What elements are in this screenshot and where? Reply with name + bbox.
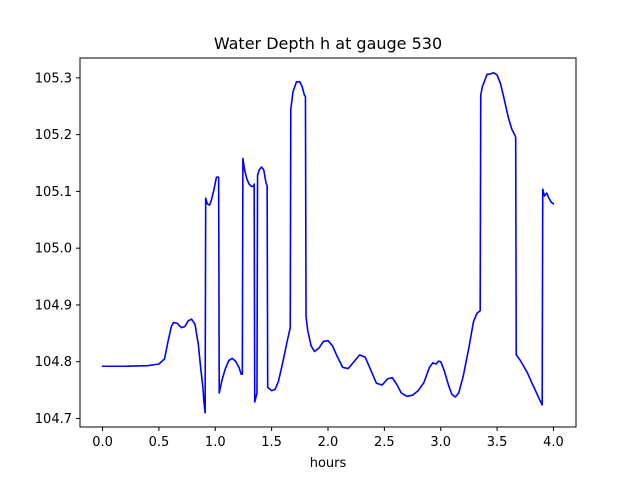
y-tick-label: 104.8 (35, 355, 72, 370)
x-tick-label: 2.0 (318, 435, 339, 450)
y-tick-label: 104.7 (35, 412, 72, 427)
x-tick-label: 0.5 (149, 435, 170, 450)
x-tick-label: 1.0 (205, 435, 226, 450)
x-tick-label: 1.5 (261, 435, 282, 450)
y-tick-label: 104.9 (35, 298, 72, 313)
plot-area: 0.0 0.5 1.0 1.5 2.0 2.5 3.0 3.5 4.0 104.7 104.8 104… (35, 57, 577, 450)
x-tick-label: 3.0 (430, 435, 451, 450)
y-tick-label: 105.1 (35, 185, 72, 200)
chart-title: Water Depth h at gauge 530 (214, 34, 442, 53)
x-tick-label: 4.0 (543, 435, 564, 450)
series-line-0 (101, 71, 555, 414)
x-tick-label: 3.5 (487, 435, 508, 450)
x-tick-label: 2.5 (374, 435, 395, 450)
x-axis-label: hours (310, 456, 347, 471)
y-tick-label: 105.0 (35, 242, 72, 257)
x-tick-label: 0.0 (92, 435, 113, 450)
y-tick-label: 105.2 (35, 128, 72, 143)
y-tick-label: 105.3 (35, 71, 72, 86)
